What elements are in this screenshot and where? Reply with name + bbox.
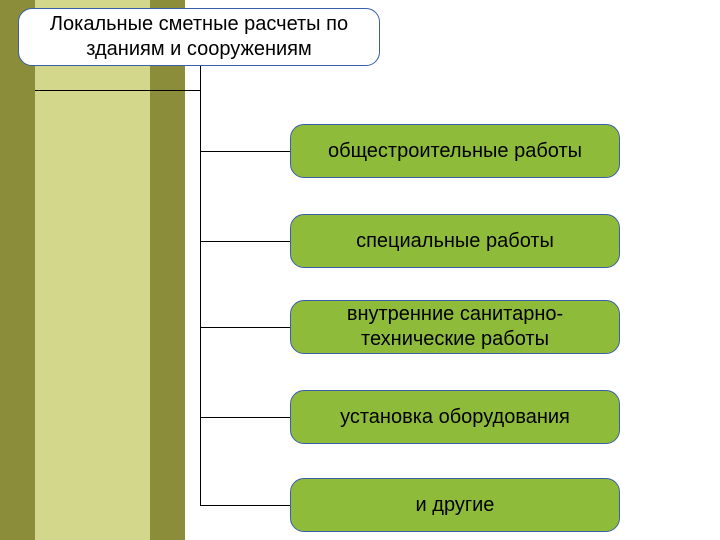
- connector-segment: [35, 90, 200, 91]
- connector-segment: [200, 66, 201, 505]
- child-node-4: установка оборудования: [290, 390, 620, 444]
- connector-segment: [200, 327, 290, 328]
- bg-stripe-1: [0, 0, 35, 540]
- connector-segment: [200, 417, 290, 418]
- child-node-label: специальные работы: [356, 229, 554, 254]
- child-node-1: общестроительные работы: [290, 124, 620, 178]
- bg-stripe-3: [150, 0, 185, 540]
- child-node-2: специальные работы: [290, 214, 620, 268]
- child-node-label: и другие: [416, 493, 495, 518]
- root-node: Локальные сметные расчеты по зданиям и с…: [18, 8, 380, 66]
- connector-segment: [200, 505, 290, 506]
- child-node-5: и другие: [290, 478, 620, 532]
- bg-stripe-2: [35, 0, 150, 540]
- child-node-3: внутренние санитарно-технические работы: [290, 300, 620, 354]
- connector-segment: [200, 151, 290, 152]
- child-node-label: общестроительные работы: [328, 139, 582, 164]
- child-node-label: установка оборудования: [340, 405, 570, 430]
- root-node-label: Локальные сметные расчеты по зданиям и с…: [29, 12, 369, 62]
- child-node-label: внутренние санитарно-технические работы: [301, 302, 609, 352]
- connector-segment: [200, 241, 290, 242]
